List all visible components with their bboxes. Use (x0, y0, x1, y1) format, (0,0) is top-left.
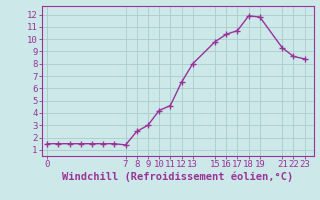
X-axis label: Windchill (Refroidissement éolien,°C): Windchill (Refroidissement éolien,°C) (62, 172, 293, 182)
